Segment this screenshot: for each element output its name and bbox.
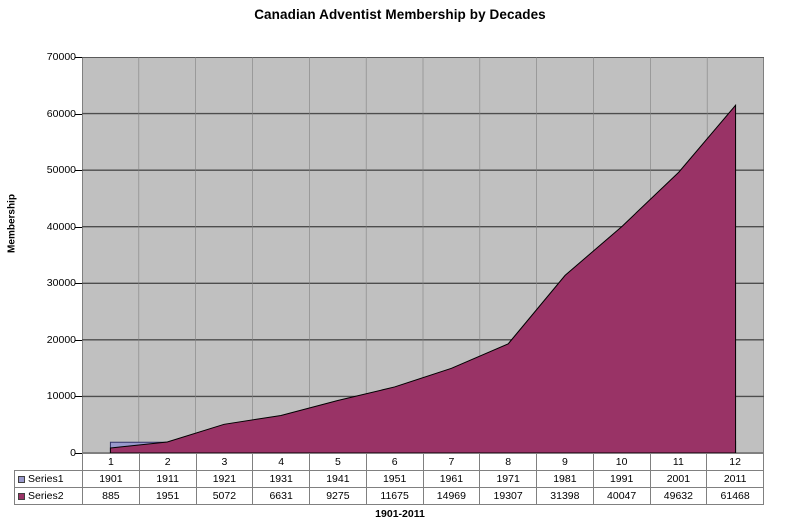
table-cell: 885	[82, 487, 140, 505]
y-axis-tick-label: 40000	[46, 220, 76, 233]
table-cell: 1921	[195, 470, 254, 488]
table-cell: 6631	[252, 487, 310, 505]
plot-area	[82, 57, 764, 453]
table-cell: 19307	[479, 487, 537, 505]
table-cell: 14969	[422, 487, 481, 505]
table-column-header: 10	[592, 453, 651, 471]
data-table: 1 2 3 4 5 6 7 8 9 10 11 12 Series1 1901 1911 1921 1931 19…	[14, 453, 764, 505]
table-column-header: 3	[195, 453, 254, 471]
legend-swatch-icon	[18, 492, 25, 500]
chart-title: Canadian Adventist Membership by Decades	[254, 7, 546, 22]
y-axis-tick-mark	[75, 396, 82, 398]
table-cell: 31398	[536, 487, 594, 505]
x-axis-title: 1901-2011	[375, 508, 425, 520]
table-cell: 5072	[195, 487, 254, 505]
y-axis-tick-mark	[75, 113, 82, 115]
table-cell: 9275	[309, 487, 367, 505]
table-column-header: 2	[138, 453, 197, 471]
table-cell: 1991	[592, 470, 651, 488]
table-cell: 1931	[252, 470, 310, 488]
legend-label: Series2	[28, 490, 64, 503]
y-axis-tick-label: 10000	[46, 390, 76, 403]
table-cell: 49632	[649, 487, 708, 505]
table-cell: 1961	[422, 470, 481, 488]
y-axis-tick-mark	[75, 453, 82, 454]
table-cell: 1941	[309, 470, 367, 488]
table-column-header: 6	[365, 453, 424, 471]
y-axis-tick-mark	[75, 339, 82, 341]
y-axis-tick-label: 30000	[46, 277, 76, 290]
table-column-header: 11	[649, 453, 708, 471]
y-axis-tick-mark	[75, 283, 82, 285]
table-column-header: 4	[252, 453, 310, 471]
table-cell: 1911	[138, 470, 197, 488]
table-column-header: 1	[82, 453, 140, 471]
area-series-svg	[82, 57, 764, 453]
legend-swatch-icon	[18, 475, 25, 483]
table-column-header: 9	[536, 453, 594, 471]
table-cell: 61468	[706, 487, 764, 505]
table-cell: 1951	[138, 487, 197, 505]
table-body: 1 2 3 4 5 6 7 8 9 10 11 12 Series1 1901 1911 1921 1931 19…	[14, 453, 764, 505]
table-row: Series2 885 1951 5072 6631 9275 11675 14969 1930…	[14, 487, 764, 505]
legend-label: Series1	[28, 473, 64, 486]
table-header-row: 1 2 3 4 5 6 7 8 9 10 11 12	[15, 453, 764, 471]
y-axis-tick-mark	[75, 170, 82, 172]
table-cell: 11675	[365, 487, 424, 505]
table-column-header: 5	[309, 453, 367, 471]
table-cell: 1981	[536, 470, 594, 488]
table-row: Series1 1901 1911 1921 1931 1941 1951 1961 1971 1…	[14, 470, 764, 488]
y-axis-tick-label: 50000	[46, 164, 76, 177]
y-axis-tick-mark	[75, 226, 82, 228]
y-axis-tick-label: 70000	[46, 51, 76, 63]
table-cell: 2001	[649, 470, 708, 488]
table-cell: 1951	[365, 470, 424, 488]
series2-area	[109, 103, 737, 453]
table-cell: 40047	[592, 487, 651, 505]
y-axis-tick-label: 0	[70, 447, 76, 459]
legend-entry-series1: Series1	[14, 470, 83, 488]
y-axis-tick-label: 60000	[46, 107, 76, 120]
table-column-header: 7	[422, 453, 481, 471]
legend-entry-series2: Series2	[14, 487, 83, 505]
y-axis-tick-mark	[75, 57, 82, 58]
table-cell: 1901	[82, 470, 140, 488]
table-cell: 1971	[479, 470, 537, 488]
table-column-header: 12	[706, 453, 764, 471]
table-cell: 2011	[706, 470, 764, 488]
y-axis-tick-label: 20000	[46, 333, 76, 346]
table-column-header: 8	[479, 453, 537, 471]
